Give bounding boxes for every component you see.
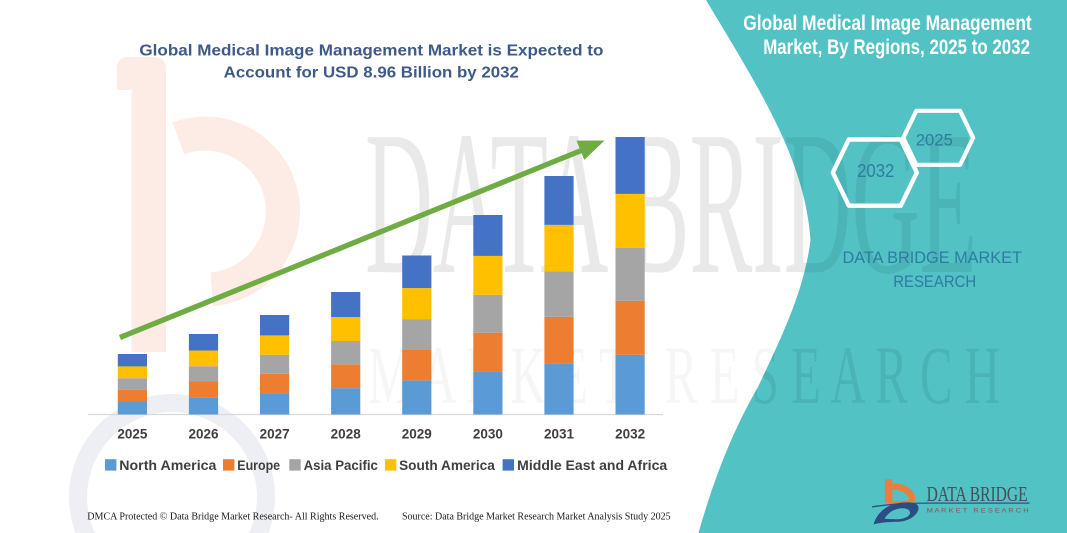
svg-text:Account for USD 8.96 Billion b: Account for USD 8.96 Billion by 2032: [224, 64, 519, 81]
svg-text:DATA BRIDGE MARKET: DATA BRIDGE MARKET: [843, 249, 1023, 267]
svg-text:Asia Pacific: Asia Pacific: [304, 458, 379, 473]
svg-text:2025: 2025: [117, 427, 148, 442]
svg-text:2029: 2029: [402, 427, 432, 442]
svg-text:RESEARCH: RESEARCH: [893, 273, 976, 291]
svg-text:2032: 2032: [615, 427, 645, 442]
svg-text:Market, By Regions, 2025 to 20: Market, By Regions, 2025 to 2032: [763, 36, 1030, 59]
svg-text:Middle East and Africa: Middle East and Africa: [517, 458, 668, 473]
svg-text:2032: 2032: [857, 160, 894, 181]
svg-text:2028: 2028: [331, 427, 362, 442]
svg-text:Europe: Europe: [237, 458, 280, 473]
svg-text:DMCA Protected © Data Bridge M: DMCA Protected © Data Bridge Market Rese…: [87, 512, 378, 523]
svg-text:Global Medical Image Managemen: Global Medical Image Management: [743, 12, 1031, 35]
svg-text:Source: Data Bridge Market Res: Source: Data Bridge Market Research Mark…: [402, 512, 671, 523]
svg-text:2027: 2027: [260, 427, 290, 442]
svg-text:2030: 2030: [473, 427, 503, 442]
svg-text:South America: South America: [399, 458, 495, 473]
svg-text:Global Medical Image Managemen: Global Medical Image Management Market i…: [139, 43, 603, 60]
svg-text:2031: 2031: [544, 427, 575, 442]
svg-text:North America: North America: [119, 458, 217, 473]
svg-text:2025: 2025: [916, 131, 953, 150]
svg-text:DATA BRIDGE: DATA BRIDGE: [927, 482, 1028, 506]
svg-text:M A R K E T R E S E A R C H: M A R K E T R E S E A R C H: [927, 508, 1029, 515]
svg-text:2026: 2026: [188, 427, 219, 442]
